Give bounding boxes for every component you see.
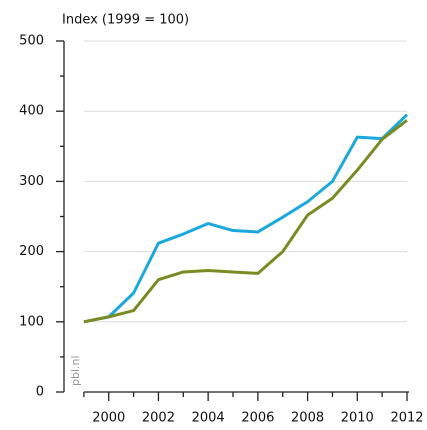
line-series: [83, 113, 409, 324]
x-tick-label: 2006: [241, 411, 274, 426]
x-tick-label: 2000: [92, 411, 125, 426]
chart-title: Index (1999 = 100): [62, 13, 189, 28]
line-series: [83, 119, 408, 324]
x-tick-label: 2004: [192, 411, 225, 426]
y-tick-label: 400: [19, 104, 44, 119]
y-tick-label: 300: [19, 174, 44, 189]
y-tick-label: 100: [19, 314, 44, 329]
watermark: pbl.nl: [69, 355, 82, 386]
x-tick-label: 2010: [341, 411, 374, 426]
x-tick-label: 2002: [142, 411, 175, 426]
x-tick-label: 2008: [291, 411, 324, 426]
y-tick-label: 200: [19, 244, 44, 259]
y-tick-label: 500: [19, 34, 44, 49]
x-tick-label: 2012: [390, 411, 423, 426]
y-tick-label: 0: [36, 385, 44, 400]
